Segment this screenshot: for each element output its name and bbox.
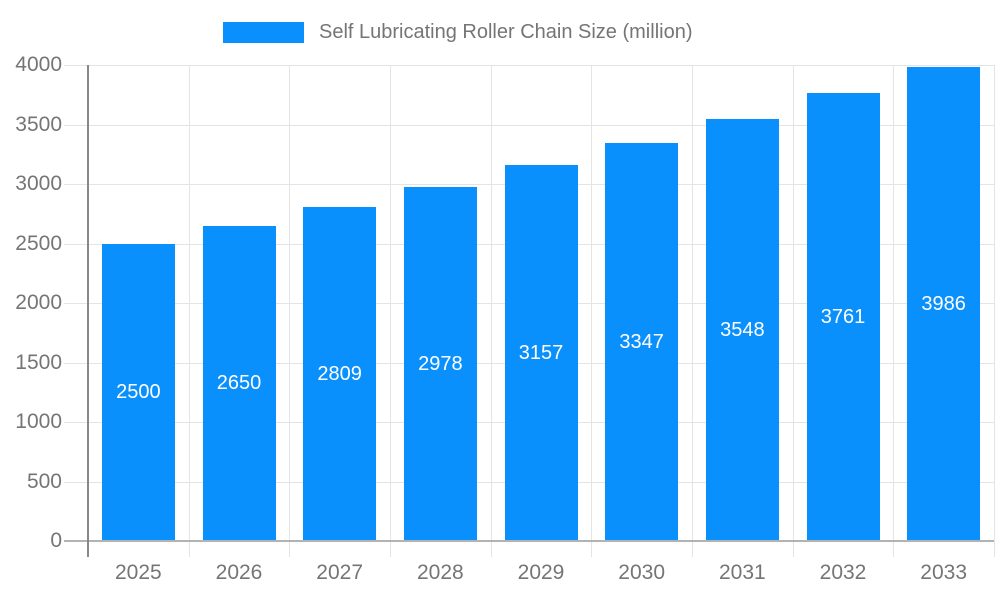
bar: 2809 bbox=[303, 206, 377, 541]
plot-area: 2500 2650 2809 2978 3157 3347 3548 3761 3986 bbox=[64, 65, 995, 557]
x-gridline bbox=[289, 65, 291, 557]
bar: 2978 bbox=[403, 186, 477, 541]
y-tick-label: 4000 bbox=[15, 53, 62, 76]
x-tick-label: 2029 bbox=[517, 561, 565, 584]
x-gridline bbox=[692, 65, 693, 557]
bar-value-label: 2978 bbox=[418, 352, 463, 375]
x-tick-label: 2030 bbox=[618, 561, 666, 584]
bar-value-label: 3548 bbox=[720, 318, 765, 341]
x-tick-label: 2027 bbox=[316, 561, 364, 584]
y-tick-label: 1000 bbox=[15, 410, 62, 433]
bar: 3761 bbox=[806, 93, 880, 541]
legend-swatch-icon bbox=[223, 22, 304, 43]
y-tick-label: 0 bbox=[50, 529, 62, 552]
x-tick-label: 2028 bbox=[416, 561, 464, 584]
bar: 3347 bbox=[605, 142, 679, 541]
x-tick-label: 2031 bbox=[718, 561, 766, 584]
x-tick-label: 2033 bbox=[920, 561, 968, 584]
x-tick-label: 2032 bbox=[819, 561, 867, 584]
x-axis-line bbox=[64, 540, 994, 542]
x-gridline bbox=[188, 65, 190, 557]
legend-label: Self Lubricating Roller Chain Size (mill… bbox=[319, 21, 693, 43]
x-gridline bbox=[490, 65, 492, 557]
y-axis-line bbox=[87, 65, 89, 557]
x-gridline bbox=[994, 65, 995, 557]
bar-value-label: 2650 bbox=[216, 372, 262, 395]
y-tick-label: 2000 bbox=[15, 291, 62, 314]
x-tick-label: 2026 bbox=[215, 561, 263, 584]
bar-value-label: 2500 bbox=[116, 381, 161, 404]
x-tick-label: 2025 bbox=[114, 561, 162, 584]
y-gridline bbox=[64, 124, 994, 126]
x-gridline bbox=[792, 65, 794, 557]
y-tick-label: 2500 bbox=[15, 231, 62, 255]
bar: 3157 bbox=[504, 165, 578, 541]
legend: Self Lubricating Roller Chain Size (mill… bbox=[223, 21, 693, 44]
bar-value-label: 3986 bbox=[921, 292, 966, 315]
y-tick-label: 1500 bbox=[15, 350, 62, 374]
bar-value-label: 3761 bbox=[820, 306, 866, 329]
bar: 3548 bbox=[705, 118, 779, 541]
y-tick-label: 3500 bbox=[15, 112, 62, 136]
y-tick-label: 3000 bbox=[15, 172, 62, 195]
bar-value-label: 2809 bbox=[317, 362, 362, 385]
bar-value-label: 3157 bbox=[518, 342, 564, 365]
y-tick-label: 500 bbox=[26, 469, 62, 493]
bar-value-label: 3347 bbox=[619, 330, 664, 353]
x-gridline bbox=[390, 65, 391, 557]
y-gridline bbox=[64, 65, 994, 66]
x-gridline bbox=[591, 65, 593, 557]
x-gridline bbox=[893, 65, 895, 557]
bar: 2650 bbox=[202, 225, 276, 541]
bar: 3986 bbox=[907, 66, 981, 541]
bar: 2500 bbox=[101, 243, 175, 541]
